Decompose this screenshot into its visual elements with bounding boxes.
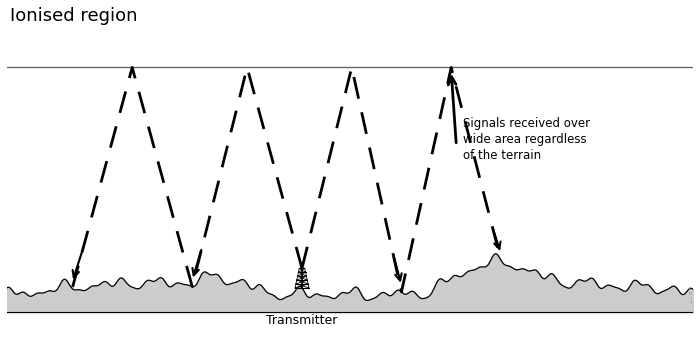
Text: Transmitter: Transmitter [266,314,337,327]
Text: Signals received over
wide area regardless
of the terrain: Signals received over wide area regardle… [463,117,590,162]
Text: Ionised region: Ionised region [10,7,138,25]
Text: E
D
I
T: E D I T [689,287,692,305]
